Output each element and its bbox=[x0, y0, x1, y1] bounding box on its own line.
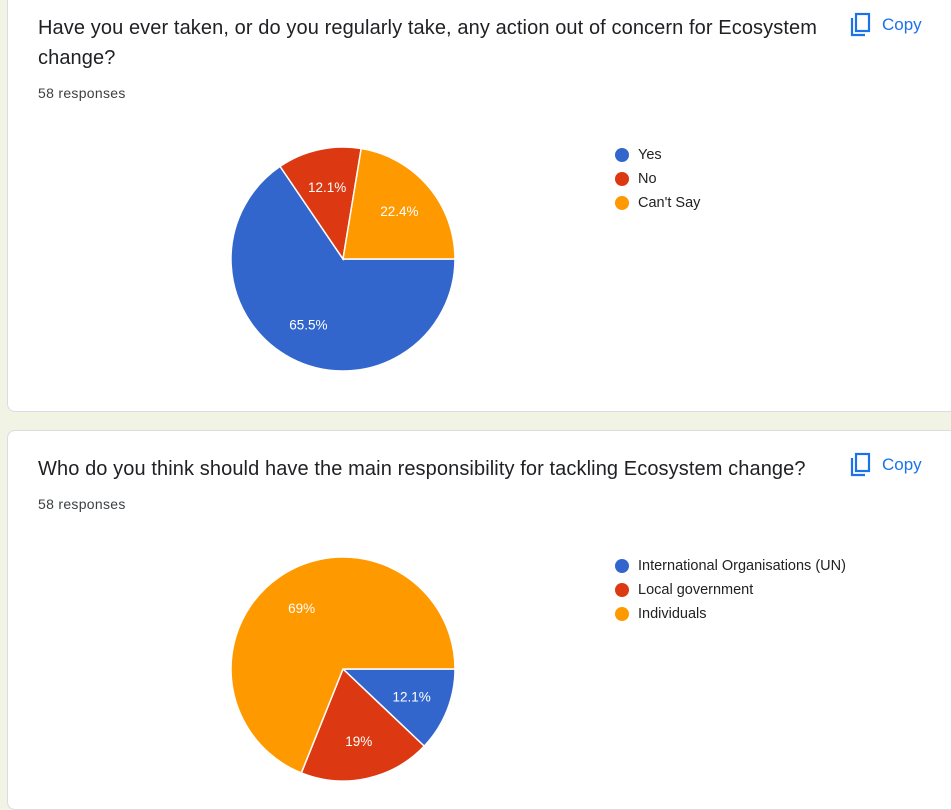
pie-chart: 65.5% 12.1% 22.4% bbox=[230, 146, 456, 372]
legend-label: Local government bbox=[638, 582, 754, 598]
pie-chart: 12.1% 19% 69% bbox=[230, 556, 456, 782]
legend-item[interactable]: Yes bbox=[615, 143, 700, 167]
copy-button[interactable]: Copy bbox=[848, 451, 922, 479]
legend-swatch bbox=[615, 172, 629, 186]
legend-swatch bbox=[615, 196, 629, 210]
question-title: Who do you think should have the main re… bbox=[38, 458, 806, 480]
question-title: Have you ever taken, or do you regularly… bbox=[38, 17, 817, 69]
chart-legend: International Organisations (UN) Local g… bbox=[615, 554, 846, 626]
pie-slice-label: 12.1% bbox=[308, 180, 346, 195]
copy-icon bbox=[850, 452, 871, 477]
legend-swatch bbox=[615, 559, 629, 573]
legend-item[interactable]: Can't Say bbox=[615, 191, 700, 215]
pie-slice-individuals[interactable] bbox=[230, 556, 456, 774]
pie-slice-label: 19% bbox=[345, 734, 372, 749]
legend-label: Yes bbox=[638, 147, 662, 163]
response-count: 58 responses bbox=[38, 496, 126, 512]
legend-item[interactable]: No bbox=[615, 167, 700, 191]
pie-slice-label: 65.5% bbox=[289, 317, 327, 332]
copy-button[interactable]: Copy bbox=[848, 11, 922, 39]
chart-legend: Yes No Can't Say bbox=[615, 143, 700, 215]
copy-button-label: Copy bbox=[882, 15, 922, 34]
question-card-2: Who do you think should have the main re… bbox=[7, 430, 951, 810]
legend-item[interactable]: Individuals bbox=[615, 602, 846, 626]
legend-label: Can't Say bbox=[638, 195, 701, 211]
pie-slice-yes[interactable] bbox=[230, 165, 456, 372]
legend-item[interactable]: Local government bbox=[615, 578, 846, 602]
pie-slice-label: 22.4% bbox=[380, 204, 418, 219]
legend-swatch bbox=[615, 583, 629, 597]
response-count: 58 responses bbox=[38, 85, 126, 101]
legend-swatch bbox=[615, 607, 629, 621]
pie-slice-no[interactable] bbox=[279, 146, 363, 261]
pie-slice-can-t-say[interactable] bbox=[342, 147, 456, 260]
pie-slice-label: 69% bbox=[288, 601, 315, 616]
copy-icon bbox=[850, 12, 871, 37]
pie-slice-international-organisations-un[interactable] bbox=[341, 668, 456, 748]
question-card-1: Have you ever taken, or do you regularly… bbox=[7, 0, 951, 412]
legend-swatch bbox=[615, 148, 629, 162]
pie-slice-label: 12.1% bbox=[393, 689, 431, 704]
legend-item[interactable]: International Organisations (UN) bbox=[615, 554, 846, 578]
copy-button-label: Copy bbox=[882, 455, 922, 474]
legend-label: Individuals bbox=[638, 606, 707, 622]
legend-label: International Organisations (UN) bbox=[638, 558, 846, 574]
legend-label: No bbox=[638, 171, 657, 187]
